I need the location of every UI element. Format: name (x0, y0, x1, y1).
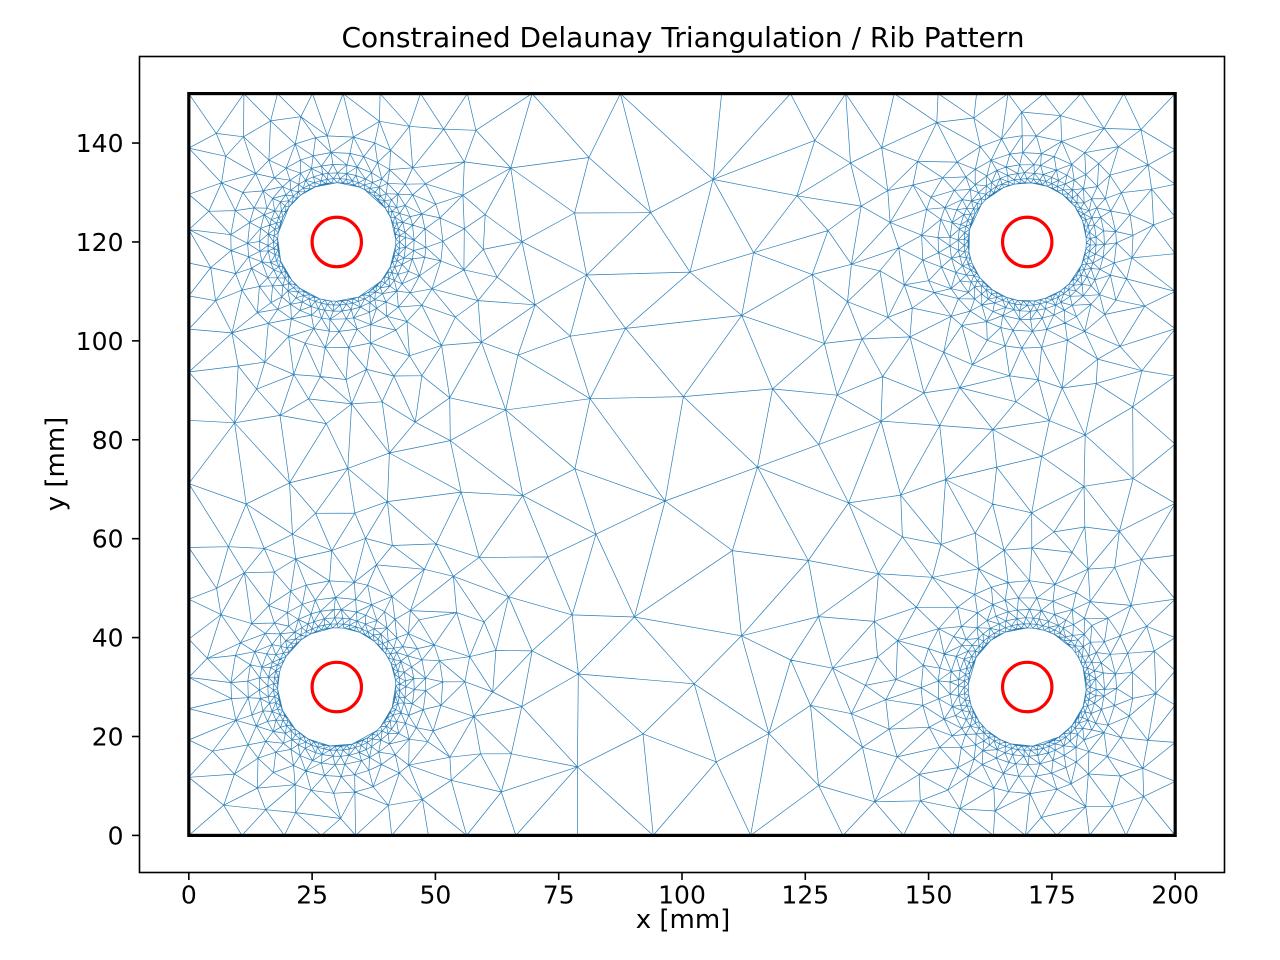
y-tick-label: 20 (92, 723, 124, 752)
bolt-hole-circle (310, 215, 364, 269)
y-tick-label: 80 (92, 426, 124, 455)
y-tick-label: 120 (76, 228, 124, 257)
bolt-hole-circle (310, 660, 364, 714)
x-tick-label: 50 (420, 881, 452, 910)
x-axis-label: x [mm] (635, 905, 731, 935)
bolt-hole-circle (1000, 660, 1054, 714)
y-axis-label: y [mm] (41, 416, 71, 512)
x-tick-label: 200 (1151, 881, 1199, 910)
y-tick-label: 0 (108, 821, 124, 850)
domain-boundary (187, 91, 1177, 838)
y-tick-label: 100 (76, 327, 124, 356)
bolt-hole-circle (1000, 215, 1054, 269)
y-tick-label: 40 (92, 624, 124, 653)
x-tick-label: 175 (1028, 881, 1076, 910)
x-tick-label: 75 (543, 881, 575, 910)
x-tick-label: 0 (181, 881, 197, 910)
x-tick-label: 100 (658, 881, 706, 910)
y-tick-label: 140 (76, 129, 124, 158)
x-tick-label: 25 (296, 881, 328, 910)
triangulation-mesh (188, 93, 1176, 836)
x-tick-label: 125 (781, 881, 829, 910)
chart-title: Constrained Delaunay Triangulation / Rib… (341, 21, 1025, 54)
x-tick-label: 150 (905, 881, 953, 910)
y-tick-label: 60 (92, 525, 124, 554)
